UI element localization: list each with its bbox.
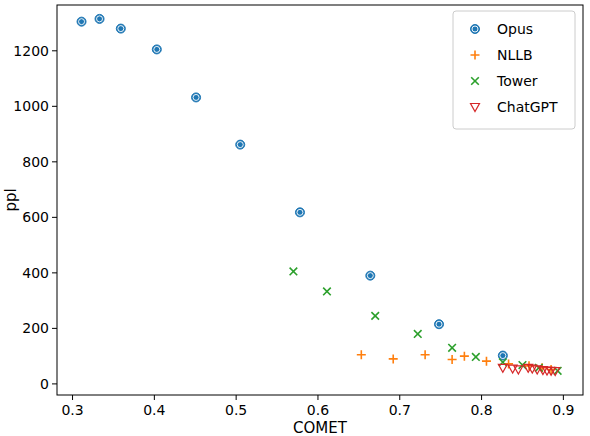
marker-part <box>97 16 103 22</box>
marker-part <box>366 271 375 280</box>
marker-part <box>236 140 245 149</box>
marker-part <box>472 26 478 32</box>
marker-part <box>500 353 506 359</box>
marker-part <box>95 14 104 23</box>
marker-part <box>297 209 303 215</box>
legend-marker <box>471 25 480 34</box>
legend-label: NLLB <box>497 47 533 63</box>
x-tick <box>154 395 155 400</box>
marker-part <box>435 320 444 329</box>
point <box>192 93 201 102</box>
point <box>435 320 444 329</box>
marker-part <box>295 208 304 217</box>
x-tick-label: 0.8 <box>470 402 492 418</box>
legend-label: ChatGPT <box>497 99 558 115</box>
chart: 0.3 0.4 0.5 0.6 0.7 0.8 0.9 0 200 400 600 800 1000 12… <box>0 0 590 436</box>
x-tick <box>481 395 482 400</box>
series <box>77 14 507 360</box>
point <box>77 17 86 26</box>
marker-part <box>471 25 480 34</box>
frame <box>57 5 583 395</box>
point <box>152 45 161 54</box>
point <box>95 14 104 23</box>
x-tick-label: 0.5 <box>225 402 247 418</box>
point <box>371 312 379 320</box>
legend-marker <box>471 77 479 85</box>
x-tick-label: 0.9 <box>552 402 574 418</box>
y-tick <box>52 328 57 329</box>
marker-part <box>77 17 86 26</box>
point <box>295 208 304 217</box>
x-tick <box>399 395 400 400</box>
marker-part <box>118 26 124 32</box>
marker-part <box>367 273 373 279</box>
point <box>460 352 469 361</box>
x-tick <box>563 395 564 400</box>
y-tick <box>52 106 57 107</box>
x-tick <box>236 395 237 400</box>
marker-part <box>193 94 199 100</box>
y-tick <box>52 161 57 162</box>
point <box>323 288 331 296</box>
point <box>389 354 398 363</box>
y-tick-label: 400 <box>22 265 49 281</box>
point <box>482 357 491 366</box>
legend-label: Tower <box>496 73 538 89</box>
background <box>0 0 590 436</box>
marker-part <box>116 24 125 33</box>
y-tick-label: 800 <box>22 154 49 170</box>
point <box>414 330 422 338</box>
y-tick <box>52 383 57 384</box>
y-tick-label: 200 <box>22 320 49 336</box>
series <box>498 364 559 375</box>
x-tick-label: 0.4 <box>143 402 165 418</box>
legend-box <box>453 11 575 129</box>
marker-part <box>436 321 442 327</box>
point <box>448 355 457 364</box>
legend-marker <box>471 104 480 112</box>
marker-part <box>152 45 161 54</box>
series <box>357 350 556 374</box>
y-tick-label: 0 <box>40 376 49 392</box>
y-tick-label: 1000 <box>13 98 49 114</box>
x-axis-label: COMET <box>293 419 348 436</box>
y-tick <box>52 217 57 218</box>
marker-part <box>237 142 243 148</box>
x-tick-label: 0.3 <box>61 402 83 418</box>
x-tick-label: 0.7 <box>389 402 411 418</box>
y-tick-label: 1200 <box>13 43 49 59</box>
legend-label: Opus <box>497 21 533 37</box>
point <box>116 24 125 33</box>
x-tick-label: 0.6 <box>307 402 329 418</box>
point <box>236 140 245 149</box>
x-tick <box>317 395 318 400</box>
point <box>448 344 456 352</box>
y-tick-label: 600 <box>22 209 49 225</box>
y-tick <box>52 50 57 51</box>
series <box>290 268 562 375</box>
point <box>499 358 507 366</box>
point <box>551 368 560 376</box>
marker-part <box>154 46 160 52</box>
point <box>290 268 298 276</box>
point <box>421 350 430 359</box>
marker-part <box>79 19 85 25</box>
legend-marker <box>471 51 480 60</box>
legend: Opus NLLB Tower ChatGPT <box>453 11 575 129</box>
point <box>357 350 366 359</box>
y-tick <box>52 272 57 273</box>
point <box>514 366 523 374</box>
point <box>498 364 507 372</box>
y-axis-label: ppl <box>2 188 20 211</box>
marker-part <box>192 93 201 102</box>
point <box>366 271 375 280</box>
x-tick <box>72 395 73 400</box>
point <box>472 353 480 361</box>
